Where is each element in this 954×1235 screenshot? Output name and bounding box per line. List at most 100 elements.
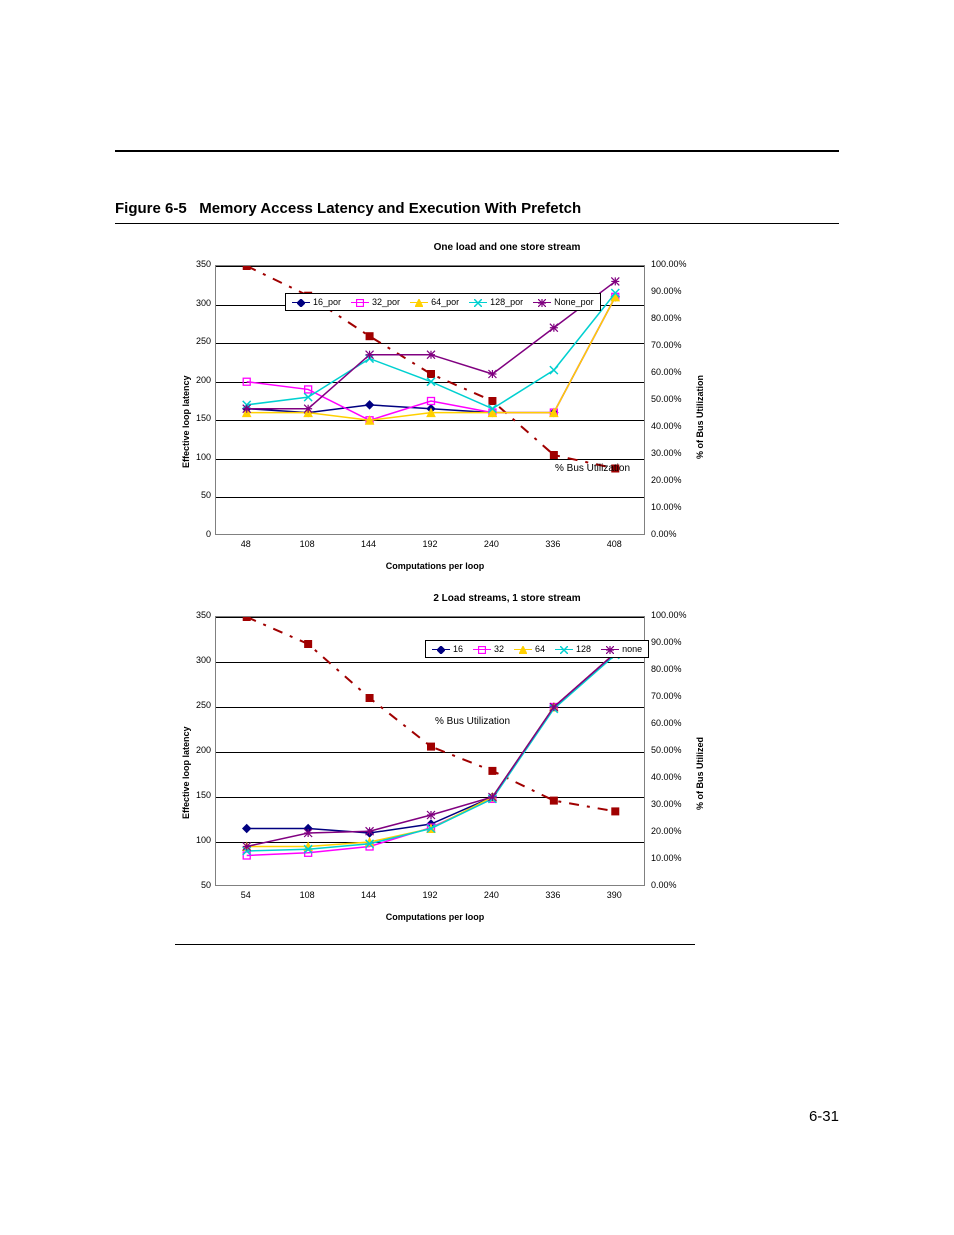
series-marker xyxy=(427,351,435,359)
series-marker xyxy=(427,811,435,819)
series-marker xyxy=(243,825,251,833)
legend-label: 128_por xyxy=(490,297,523,307)
x-tick: 408 xyxy=(594,539,634,549)
bus-annotation: % Bus Utilization xyxy=(435,716,510,727)
y-right-tick: 70.00% xyxy=(651,340,705,350)
x-tick: 390 xyxy=(594,890,634,900)
series-marker xyxy=(366,351,374,359)
legend-item: 16_por xyxy=(292,297,341,307)
chart-2-x-title: Computations per loop xyxy=(175,912,695,922)
x-tick: 108 xyxy=(287,890,327,900)
figure-label: Figure 6-5 xyxy=(115,200,187,217)
series-marker xyxy=(550,703,558,711)
y-right-tick: 20.00% xyxy=(651,826,705,836)
y-left-tick: 350 xyxy=(183,610,211,620)
legend-label: 32_por xyxy=(372,297,400,307)
series-marker xyxy=(427,378,435,386)
legend-item: 64 xyxy=(514,644,545,654)
legend-item: 64_por xyxy=(410,297,459,307)
chart-2-title: 2 Load streams, 1 store stream xyxy=(175,593,839,604)
bus-marker xyxy=(427,743,435,751)
chart-2: 2 Load streams, 1 store stream 501001502… xyxy=(175,593,839,922)
bus-marker xyxy=(550,797,558,805)
legend-label: none xyxy=(622,644,642,654)
bus-marker xyxy=(243,266,251,270)
bus-marker xyxy=(366,694,374,702)
page: Figure 6-5 Memory Access Latency and Exe… xyxy=(0,0,954,1235)
y-right-tick: 100.00% xyxy=(651,610,705,620)
page-number: 6-31 xyxy=(809,1108,839,1125)
y-right-tick: 70.00% xyxy=(651,691,705,701)
y-right-axis-title: % of Bus Utilization xyxy=(695,375,705,459)
legend-label: 16_por xyxy=(313,297,341,307)
series-marker xyxy=(611,277,619,285)
y-right-tick: 60.00% xyxy=(651,718,705,728)
y-left-axis-title: Effective loop latency xyxy=(181,726,191,819)
y-left-tick: 350 xyxy=(183,259,211,269)
series-marker xyxy=(488,793,496,801)
y-right-tick: 80.00% xyxy=(651,313,705,323)
bus-marker xyxy=(243,617,251,621)
bus-marker xyxy=(550,451,558,459)
y-left-tick: 300 xyxy=(183,298,211,308)
chart-1-area: 0501001502002503003500.00%10.00%20.00%30… xyxy=(175,257,695,557)
x-tick: 192 xyxy=(410,539,450,549)
legend-label: 64 xyxy=(535,644,545,654)
x-tick: 144 xyxy=(349,539,389,549)
legend-item: 32_por xyxy=(351,297,400,307)
x-tick: 240 xyxy=(471,539,511,549)
chart-1-x-title: Computations per loop xyxy=(175,561,695,571)
chart-2-area: 501001502002503003500.00%10.00%20.00%30.… xyxy=(175,608,695,908)
series-marker xyxy=(550,324,558,332)
y-left-tick: 100 xyxy=(183,835,211,845)
legend-item: 16 xyxy=(432,644,463,654)
series-marker xyxy=(304,405,312,413)
y-right-tick: 0.00% xyxy=(651,529,705,539)
series-marker xyxy=(488,370,496,378)
bus-marker xyxy=(488,397,496,405)
x-tick: 54 xyxy=(226,890,266,900)
y-left-tick: 250 xyxy=(183,336,211,346)
legend-item: 32 xyxy=(473,644,504,654)
legend-item: none xyxy=(601,644,642,654)
y-right-axis-title: % of Bus Utilized xyxy=(695,737,705,810)
x-tick: 108 xyxy=(287,539,327,549)
bottom-rule xyxy=(175,944,695,945)
y-left-tick: 250 xyxy=(183,700,211,710)
x-tick: 48 xyxy=(226,539,266,549)
bus-marker xyxy=(427,370,435,378)
legend-label: None_por xyxy=(554,297,594,307)
legend: 16 32 64 128 none xyxy=(425,640,649,658)
legend-label: 128 xyxy=(576,644,591,654)
y-right-tick: 10.00% xyxy=(651,853,705,863)
series-marker xyxy=(243,843,251,851)
x-tick: 144 xyxy=(349,890,389,900)
figure-title-text: Memory Access Latency and Execution With… xyxy=(199,200,581,217)
legend-item: None_por xyxy=(533,297,594,307)
legend-item: 128 xyxy=(555,644,591,654)
y-right-tick: 10.00% xyxy=(651,502,705,512)
figure-caption: Figure 6-5 Memory Access Latency and Exe… xyxy=(115,200,839,217)
bus-annotation: % Bus Utilization xyxy=(555,463,630,474)
series-marker xyxy=(243,405,251,413)
y-right-tick: 0.00% xyxy=(651,880,705,890)
y-right-tick: 20.00% xyxy=(651,475,705,485)
x-tick: 336 xyxy=(533,539,573,549)
bus-marker xyxy=(488,767,496,775)
legend-label: 16 xyxy=(453,644,463,654)
x-tick: 336 xyxy=(533,890,573,900)
y-right-tick: 90.00% xyxy=(651,637,705,647)
y-left-tick: 50 xyxy=(183,880,211,890)
legend: 16_por 32_por 64_por 128_por None_por xyxy=(285,293,601,311)
series-marker xyxy=(366,827,374,835)
y-right-tick: 90.00% xyxy=(651,286,705,296)
title-rule xyxy=(115,223,839,224)
y-left-axis-title: Effective loop latency xyxy=(181,375,191,468)
x-tick: 192 xyxy=(410,890,450,900)
legend-label: 64_por xyxy=(431,297,459,307)
y-left-tick: 0 xyxy=(183,529,211,539)
y-left-tick: 300 xyxy=(183,655,211,665)
bus-marker xyxy=(304,640,312,648)
y-left-tick: 50 xyxy=(183,490,211,500)
series-marker xyxy=(366,401,374,409)
